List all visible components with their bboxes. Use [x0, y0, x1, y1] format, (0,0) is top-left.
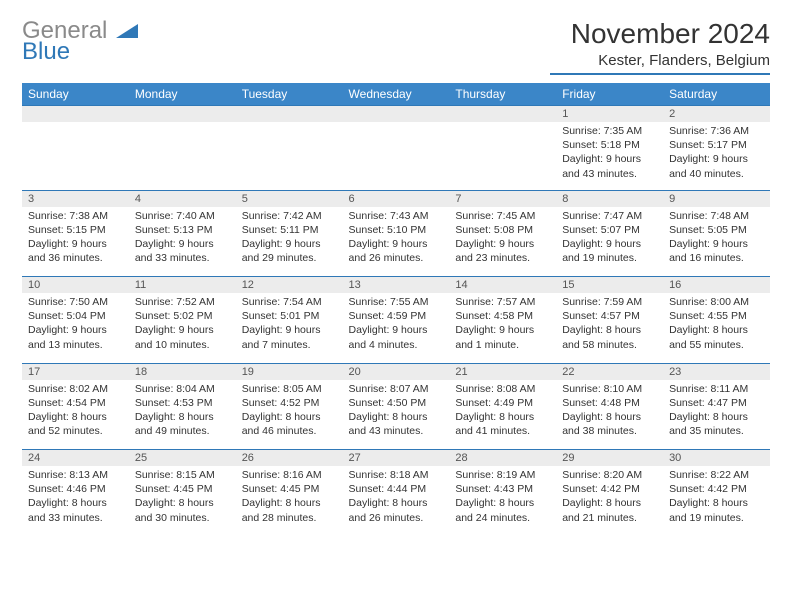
- date-number: 7: [449, 190, 556, 207]
- date-number: 23: [663, 363, 770, 380]
- date-cell: Sunrise: 8:11 AMSunset: 4:47 PMDaylight:…: [663, 380, 770, 450]
- date-number: [129, 106, 236, 123]
- date-number: 25: [129, 450, 236, 467]
- logo-triangle-icon: [116, 17, 138, 44]
- logo: General Blue: [22, 18, 138, 64]
- date-number: 14: [449, 277, 556, 294]
- date-number: [449, 106, 556, 123]
- date-cell: Sunrise: 7:35 AMSunset: 5:18 PMDaylight:…: [556, 122, 663, 190]
- date-number: [22, 106, 129, 123]
- location-text: Kester, Flanders, Belgium: [550, 52, 770, 75]
- date-cell: Sunrise: 8:22 AMSunset: 4:42 PMDaylight:…: [663, 466, 770, 536]
- date-cell: Sunrise: 8:13 AMSunset: 4:46 PMDaylight:…: [22, 466, 129, 536]
- date-cell: Sunrise: 7:52 AMSunset: 5:02 PMDaylight:…: [129, 293, 236, 363]
- date-number: 28: [449, 450, 556, 467]
- logo-text: General Blue: [22, 18, 138, 64]
- date-cell: Sunrise: 8:18 AMSunset: 4:44 PMDaylight:…: [343, 466, 450, 536]
- date-cell: Sunrise: 7:47 AMSunset: 5:07 PMDaylight:…: [556, 207, 663, 277]
- date-body-row: Sunrise: 7:50 AMSunset: 5:04 PMDaylight:…: [22, 293, 770, 363]
- date-cell: Sunrise: 8:07 AMSunset: 4:50 PMDaylight:…: [343, 380, 450, 450]
- date-cell: [449, 122, 556, 190]
- date-cell: [129, 122, 236, 190]
- date-cell: Sunrise: 7:48 AMSunset: 5:05 PMDaylight:…: [663, 207, 770, 277]
- header-bar: General Blue November 2024 Kester, Fland…: [22, 18, 770, 75]
- day-header: Friday: [556, 83, 663, 106]
- date-cell: Sunrise: 8:19 AMSunset: 4:43 PMDaylight:…: [449, 466, 556, 536]
- date-number: 1: [556, 106, 663, 123]
- day-header: Sunday: [22, 83, 129, 106]
- date-number: 2: [663, 106, 770, 123]
- date-number-row: 3456789: [22, 190, 770, 207]
- day-header-row: SundayMondayTuesdayWednesdayThursdayFrid…: [22, 83, 770, 106]
- date-number: 8: [556, 190, 663, 207]
- date-number: 20: [343, 363, 450, 380]
- date-number: 15: [556, 277, 663, 294]
- date-number-row: 10111213141516: [22, 277, 770, 294]
- date-number: 21: [449, 363, 556, 380]
- date-cell: Sunrise: 7:54 AMSunset: 5:01 PMDaylight:…: [236, 293, 343, 363]
- date-number: 27: [343, 450, 450, 467]
- date-number: 4: [129, 190, 236, 207]
- date-cell: Sunrise: 8:20 AMSunset: 4:42 PMDaylight:…: [556, 466, 663, 536]
- date-number-row: 17181920212223: [22, 363, 770, 380]
- date-number: 5: [236, 190, 343, 207]
- day-header: Wednesday: [343, 83, 450, 106]
- date-number: 10: [22, 277, 129, 294]
- day-header: Monday: [129, 83, 236, 106]
- date-number: 30: [663, 450, 770, 467]
- date-cell: [22, 122, 129, 190]
- date-cell: Sunrise: 7:45 AMSunset: 5:08 PMDaylight:…: [449, 207, 556, 277]
- date-cell: Sunrise: 7:59 AMSunset: 4:57 PMDaylight:…: [556, 293, 663, 363]
- date-cell: Sunrise: 7:43 AMSunset: 5:10 PMDaylight:…: [343, 207, 450, 277]
- calendar-table: SundayMondayTuesdayWednesdayThursdayFrid…: [22, 83, 770, 536]
- date-number: 17: [22, 363, 129, 380]
- date-cell: [343, 122, 450, 190]
- date-body-row: Sunrise: 7:35 AMSunset: 5:18 PMDaylight:…: [22, 122, 770, 190]
- date-body-row: Sunrise: 8:02 AMSunset: 4:54 PMDaylight:…: [22, 380, 770, 450]
- date-cell: Sunrise: 8:02 AMSunset: 4:54 PMDaylight:…: [22, 380, 129, 450]
- date-cell: Sunrise: 7:36 AMSunset: 5:17 PMDaylight:…: [663, 122, 770, 190]
- page-title: November 2024: [550, 18, 770, 50]
- date-number: 13: [343, 277, 450, 294]
- date-cell: [236, 122, 343, 190]
- date-cell: Sunrise: 7:38 AMSunset: 5:15 PMDaylight:…: [22, 207, 129, 277]
- date-cell: Sunrise: 8:15 AMSunset: 4:45 PMDaylight:…: [129, 466, 236, 536]
- date-cell: Sunrise: 8:05 AMSunset: 4:52 PMDaylight:…: [236, 380, 343, 450]
- date-number: 26: [236, 450, 343, 467]
- day-header: Saturday: [663, 83, 770, 106]
- date-number: 24: [22, 450, 129, 467]
- date-number: 18: [129, 363, 236, 380]
- date-number: 22: [556, 363, 663, 380]
- date-number: 16: [663, 277, 770, 294]
- date-number: 6: [343, 190, 450, 207]
- date-number: 19: [236, 363, 343, 380]
- date-cell: Sunrise: 7:50 AMSunset: 5:04 PMDaylight:…: [22, 293, 129, 363]
- date-number: 29: [556, 450, 663, 467]
- date-number: 12: [236, 277, 343, 294]
- date-number: [343, 106, 450, 123]
- date-cell: Sunrise: 8:16 AMSunset: 4:45 PMDaylight:…: [236, 466, 343, 536]
- title-block: November 2024 Kester, Flanders, Belgium: [550, 18, 770, 75]
- date-number: 9: [663, 190, 770, 207]
- date-number-row: 12: [22, 106, 770, 123]
- day-header: Tuesday: [236, 83, 343, 106]
- date-number: [236, 106, 343, 123]
- date-cell: Sunrise: 8:04 AMSunset: 4:53 PMDaylight:…: [129, 380, 236, 450]
- date-number: 3: [22, 190, 129, 207]
- date-cell: Sunrise: 8:10 AMSunset: 4:48 PMDaylight:…: [556, 380, 663, 450]
- day-header: Thursday: [449, 83, 556, 106]
- date-cell: Sunrise: 8:08 AMSunset: 4:49 PMDaylight:…: [449, 380, 556, 450]
- date-cell: Sunrise: 7:42 AMSunset: 5:11 PMDaylight:…: [236, 207, 343, 277]
- date-body-row: Sunrise: 8:13 AMSunset: 4:46 PMDaylight:…: [22, 466, 770, 536]
- date-cell: Sunrise: 7:55 AMSunset: 4:59 PMDaylight:…: [343, 293, 450, 363]
- date-cell: Sunrise: 7:40 AMSunset: 5:13 PMDaylight:…: [129, 207, 236, 277]
- date-number-row: 24252627282930: [22, 450, 770, 467]
- date-cell: Sunrise: 8:00 AMSunset: 4:55 PMDaylight:…: [663, 293, 770, 363]
- date-number: 11: [129, 277, 236, 294]
- date-body-row: Sunrise: 7:38 AMSunset: 5:15 PMDaylight:…: [22, 207, 770, 277]
- date-cell: Sunrise: 7:57 AMSunset: 4:58 PMDaylight:…: [449, 293, 556, 363]
